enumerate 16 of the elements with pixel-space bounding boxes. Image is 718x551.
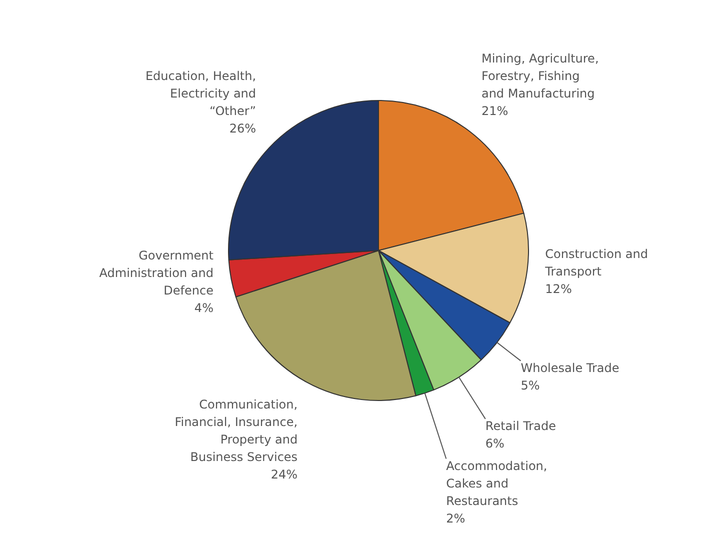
slice-label: Communication, Financial, Insurance, Property and Business Services bbox=[174, 398, 298, 464]
data-label: 12% bbox=[545, 282, 572, 296]
slice-label: Education, Health, Electricity and “Other” bbox=[145, 68, 256, 118]
data-label: 2% bbox=[446, 511, 466, 526]
data-label: 21% bbox=[481, 104, 508, 118]
data-label: 24% bbox=[270, 468, 298, 482]
data-label: 4% bbox=[194, 301, 214, 316]
slice-label: Retail Trade bbox=[485, 418, 556, 433]
data-label: 26% bbox=[229, 121, 256, 136]
slice-label: Wholesale Trade bbox=[520, 360, 620, 375]
data-label: 6% bbox=[485, 436, 504, 450]
slice-label: Mining, Agriculture, Forestry, Fishing and Manufacturing bbox=[481, 51, 599, 100]
slice-label: Government Administration and Defence bbox=[99, 248, 214, 298]
slice-label: Accommodation, Cakes and Restaurants bbox=[446, 458, 548, 508]
data-label: 5% bbox=[520, 378, 540, 392]
slice-label: Construction and Transport bbox=[544, 247, 648, 279]
